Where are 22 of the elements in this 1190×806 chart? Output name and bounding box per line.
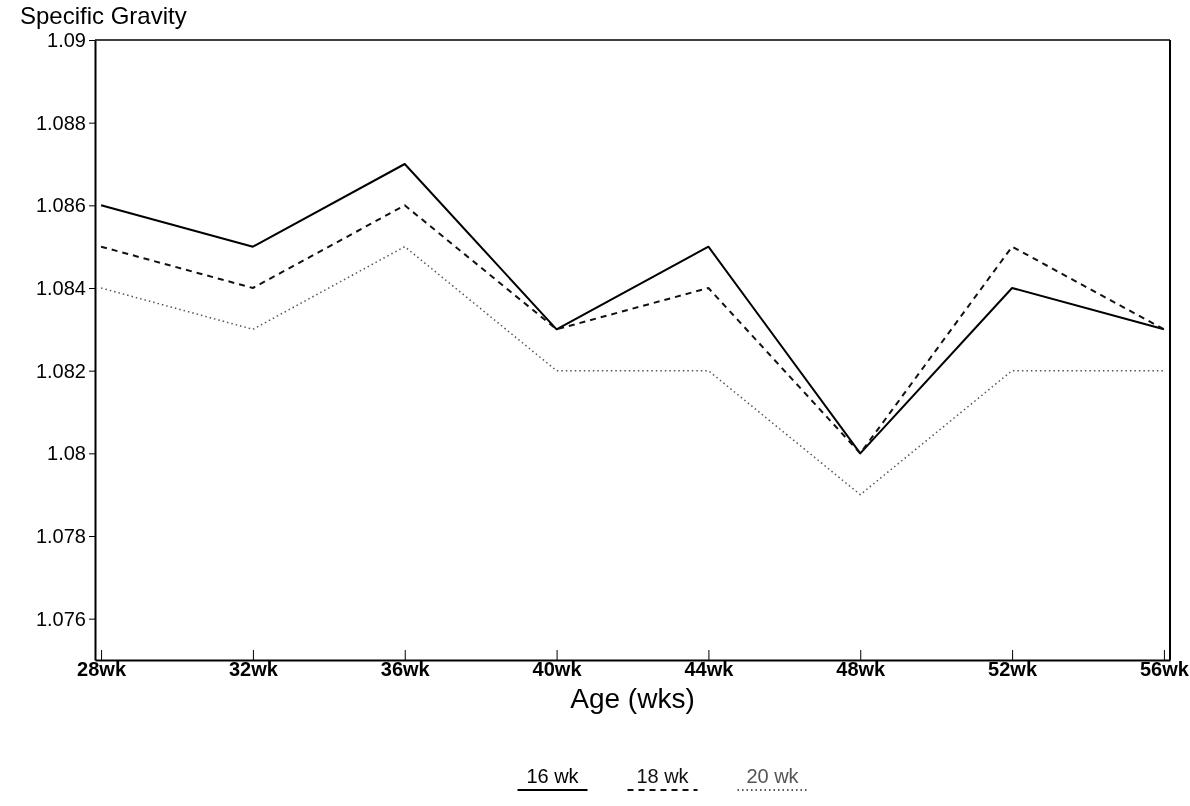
y-tick-label: 1.086	[35, 194, 86, 217]
y-tick-label: 1.088	[35, 111, 86, 134]
text: 16 wk	[526, 765, 580, 787]
line-series	[100, 245, 1165, 496]
x-tick-label: 48wk	[836, 658, 887, 680]
y-tick-label: 1.084	[35, 276, 86, 299]
x-tick-label: 36wk	[380, 658, 431, 680]
text: 18 wk	[636, 765, 690, 787]
y-tick-label: 1.09	[47, 28, 86, 51]
x-tick-label: 32wk	[228, 658, 279, 680]
x-tick-label: 56wk	[1139, 658, 1190, 680]
y-tick-label: 1.082	[35, 359, 86, 382]
y-tick-label: 1.076	[35, 607, 86, 630]
x-tick-label: 52wk	[988, 658, 1038, 680]
x-axis-title: Age (wks)	[570, 683, 695, 714]
y-tick-label: 1.08	[47, 442, 86, 465]
y-axis-title: Specific Gravity	[20, 2, 187, 29]
x-tick-label: 40wk	[532, 658, 583, 680]
text: 20 wk	[746, 765, 800, 787]
x-tick-label: 28wk	[77, 658, 127, 680]
y-tick-label: 1.078	[35, 524, 86, 547]
x-tick-label: 44wk	[684, 658, 735, 680]
